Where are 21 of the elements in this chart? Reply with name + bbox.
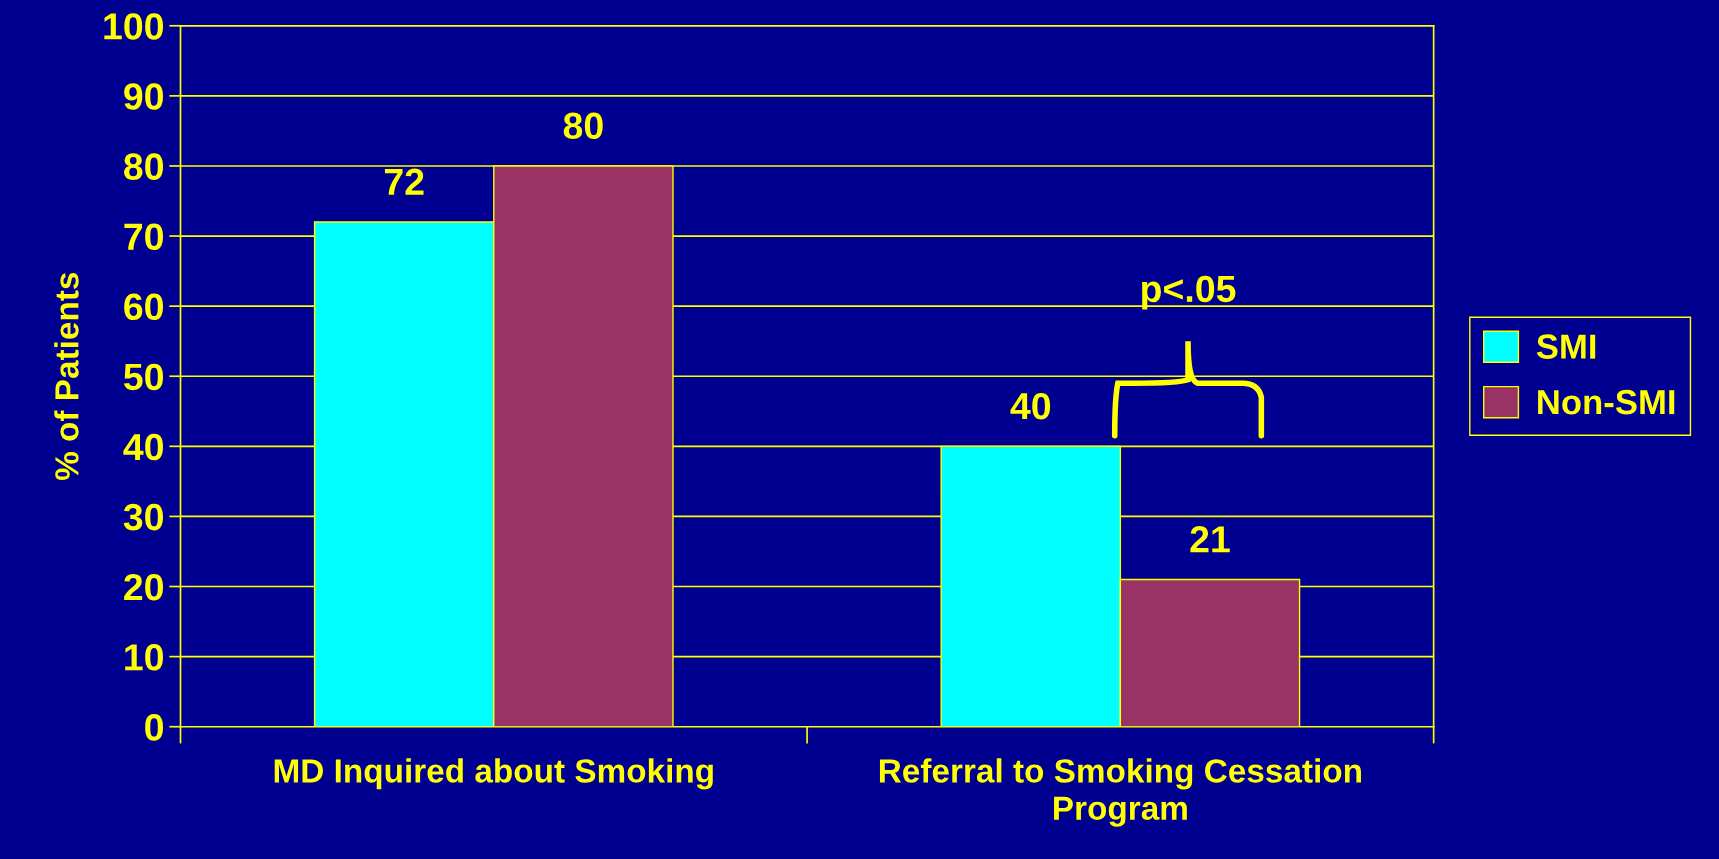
- y-tick-label: 100: [104, 13, 163, 40]
- annotation: p<.05: [1142, 275, 1236, 310]
- y-tick-label: 80: [124, 153, 163, 180]
- y-tick-label: 0: [145, 714, 163, 741]
- y-tick-label: 70: [124, 223, 163, 251]
- y-tick-label: 60: [124, 293, 163, 321]
- y-tick-label: 90: [124, 83, 163, 110]
- y-tick-label: 50: [123, 363, 163, 391]
- y-axis-title: % of Patients: [54, 272, 79, 481]
- data-label: 40: [1010, 392, 1051, 420]
- x-tick-label: MD Inquired about Smoking: [274, 758, 713, 790]
- y-tick-label: 40: [123, 433, 163, 461]
- y-tick-label: 30: [123, 503, 163, 531]
- data-label: 80: [563, 112, 603, 140]
- x-tick-label: Referral to Smoking Cessation Program: [879, 758, 1361, 827]
- y-tick-label: 10: [125, 644, 163, 671]
- legend-label: Non-SMI: [1538, 389, 1675, 415]
- data-label: 21: [1190, 526, 1230, 553]
- y-tick-label: 20: [124, 573, 163, 601]
- data-label: 72: [384, 168, 424, 195]
- legend-label: SMI: [1536, 334, 1596, 359]
